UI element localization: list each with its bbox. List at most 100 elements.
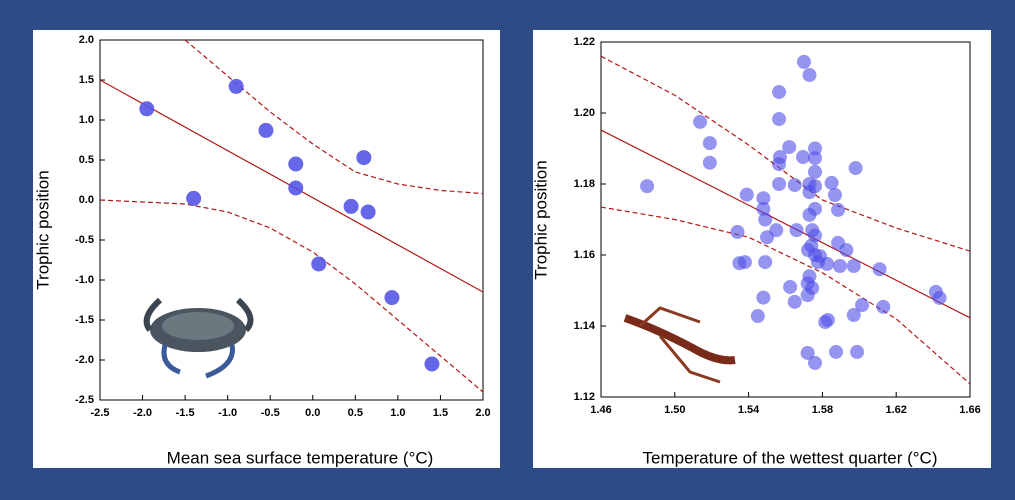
data-point <box>737 255 752 270</box>
data-point <box>750 309 765 324</box>
data-point <box>808 164 823 179</box>
data-point <box>756 191 771 206</box>
y-tick-label: 1.5 <box>79 74 94 86</box>
x-tick-label: 1.66 <box>959 404 980 416</box>
y-tick-label: 1.16 <box>574 249 595 261</box>
fit-line <box>601 129 970 319</box>
data-point <box>758 212 773 227</box>
x-tick-label: 0.5 <box>348 407 363 419</box>
x-tick-label: 1.5 <box>433 407 448 419</box>
data-point <box>783 279 798 294</box>
data-point <box>739 187 754 202</box>
data-point <box>356 150 372 166</box>
data-point <box>808 179 823 194</box>
plot-frame <box>600 41 971 398</box>
data-point <box>796 54 811 69</box>
data-point <box>139 101 155 117</box>
panel <box>33 30 500 468</box>
data-point <box>756 290 771 305</box>
data-point <box>258 122 274 138</box>
x-tick-label: 1.0 <box>390 407 405 419</box>
y-tick-label: -1.5 <box>75 314 94 326</box>
data-point <box>311 256 327 272</box>
data-point <box>640 179 655 194</box>
x-tick-label: -1.0 <box>218 407 237 419</box>
data-point <box>831 202 846 217</box>
data-point <box>769 223 784 238</box>
data-point <box>702 155 717 170</box>
data-point <box>288 156 304 172</box>
y-axis-label: Trophic position <box>33 170 52 289</box>
data-point <box>343 198 359 214</box>
x-tick-label: -2.5 <box>91 407 110 419</box>
data-point <box>796 150 811 165</box>
x-tick-label: -1.5 <box>176 407 195 419</box>
data-point <box>702 136 717 151</box>
data-point <box>228 78 244 94</box>
data-point <box>693 114 708 129</box>
y-tick-label: 1.20 <box>574 107 595 119</box>
data-point <box>730 224 745 239</box>
x-tick-label: 1.46 <box>590 404 611 416</box>
data-point <box>846 259 861 274</box>
data-point <box>846 307 861 322</box>
confidence-band-upper <box>601 55 970 252</box>
y-tick-label: 1.18 <box>574 178 595 190</box>
x-tick-label: 1.54 <box>738 404 760 416</box>
x-tick-label: 1.50 <box>664 404 685 416</box>
data-point <box>772 177 787 191</box>
y-tick-label: -0.5 <box>75 234 94 246</box>
confidence-band-lower <box>601 206 970 385</box>
data-point <box>829 344 844 359</box>
y-tick-label: 0.5 <box>79 154 94 166</box>
data-point <box>850 344 865 359</box>
data-point <box>424 356 440 372</box>
x-tick-label: 1.58 <box>812 404 833 416</box>
y-tick-label: 1.14 <box>574 320 596 332</box>
x-tick-label: -0.5 <box>261 407 280 419</box>
data-point <box>756 201 771 216</box>
y-tick-label: -2.0 <box>75 354 94 366</box>
y-axis-label: Trophic position <box>531 160 550 279</box>
data-point <box>820 312 835 327</box>
data-point <box>787 178 802 193</box>
data-point <box>787 294 802 309</box>
data-point <box>802 68 817 83</box>
data-point <box>772 157 787 172</box>
data-point <box>827 188 842 203</box>
y-tick-label: -2.5 <box>75 394 94 406</box>
crayfish-illustration <box>623 306 736 384</box>
x-axis-label: Mean sea surface temperature (°C) <box>167 448 434 467</box>
data-point <box>805 281 820 296</box>
data-point <box>808 355 823 370</box>
panel <box>533 30 991 468</box>
x-axis-label: Temperature of the wettest quarter (°C) <box>643 448 938 467</box>
x-tick-label: 2.0 <box>475 407 490 419</box>
data-point <box>876 299 891 314</box>
data-point <box>789 223 804 238</box>
y-tick-label: 2.0 <box>79 34 94 46</box>
crab-illustration <box>143 297 254 379</box>
data-point <box>824 175 839 190</box>
data-point <box>848 161 863 176</box>
data-point <box>384 290 400 306</box>
data-point <box>288 180 304 196</box>
data-point <box>808 141 823 156</box>
data-point <box>855 298 870 313</box>
y-tick-label: 1.0 <box>79 114 94 126</box>
data-point <box>782 140 797 155</box>
data-point <box>772 112 787 127</box>
y-tick-label: 0.0 <box>79 194 94 206</box>
data-point <box>800 345 815 360</box>
data-point <box>932 290 947 305</box>
confidence-band-lower <box>100 199 483 393</box>
data-point <box>186 190 202 206</box>
data-point <box>808 151 823 166</box>
data-point <box>360 204 376 220</box>
data-point <box>758 255 773 270</box>
data-point <box>839 243 854 258</box>
data-point <box>772 85 787 100</box>
data-point <box>832 259 847 274</box>
y-tick-label: -1.0 <box>75 274 94 286</box>
